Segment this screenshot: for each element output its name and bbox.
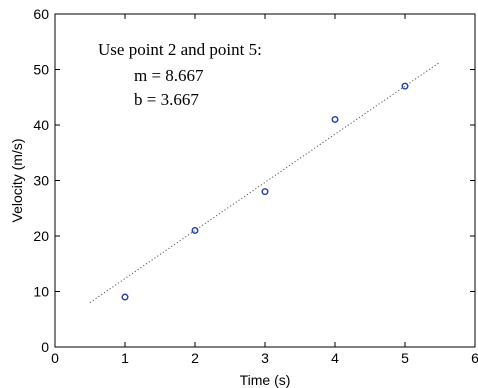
- plot-area: 0 1 2 3 4 5 6 0 10 20 30 40 50 60: [33, 6, 478, 366]
- y-tick-label: 30: [33, 173, 49, 189]
- axes-box: [54, 13, 476, 348]
- y-tick-label: 0: [41, 339, 49, 355]
- y-tick-label: 10: [33, 284, 49, 300]
- x-tick-label: 1: [121, 350, 129, 366]
- y-tick-label: 50: [33, 62, 49, 78]
- y-axis: 0 10 20 30 40 50 60: [33, 6, 475, 355]
- data-point: [191, 226, 199, 234]
- y-tick-label: 60: [33, 6, 49, 22]
- x-axis-label: Time (s): [240, 372, 291, 388]
- data-points: [121, 82, 409, 301]
- data-point: [401, 82, 409, 90]
- y-axis-label: Velocity (m/s): [9, 138, 25, 222]
- x-tick-label: 3: [261, 350, 269, 366]
- x-tick-label: 2: [191, 350, 199, 366]
- data-point: [261, 188, 269, 196]
- y-tick-label: 40: [33, 117, 49, 133]
- x-axis: 0 1 2 3 4 5 6: [51, 14, 478, 366]
- x-tick-label: 5: [401, 350, 409, 366]
- y-tick-label: 20: [33, 228, 49, 244]
- annotation: Use point 2 and point 5: m = 8.667 b = 3…: [98, 40, 262, 109]
- annotation-intercept: b = 3.667: [134, 90, 199, 109]
- annotation-line-1: Use point 2 and point 5:: [98, 40, 262, 59]
- data-point: [331, 115, 339, 123]
- x-tick-label: 4: [331, 350, 339, 366]
- fit-line: [89, 61, 441, 304]
- data-point: [121, 293, 129, 301]
- annotation-slope: m = 8.667: [134, 66, 204, 85]
- x-tick-label: 0: [51, 350, 59, 366]
- x-tick-label: 6: [471, 350, 478, 366]
